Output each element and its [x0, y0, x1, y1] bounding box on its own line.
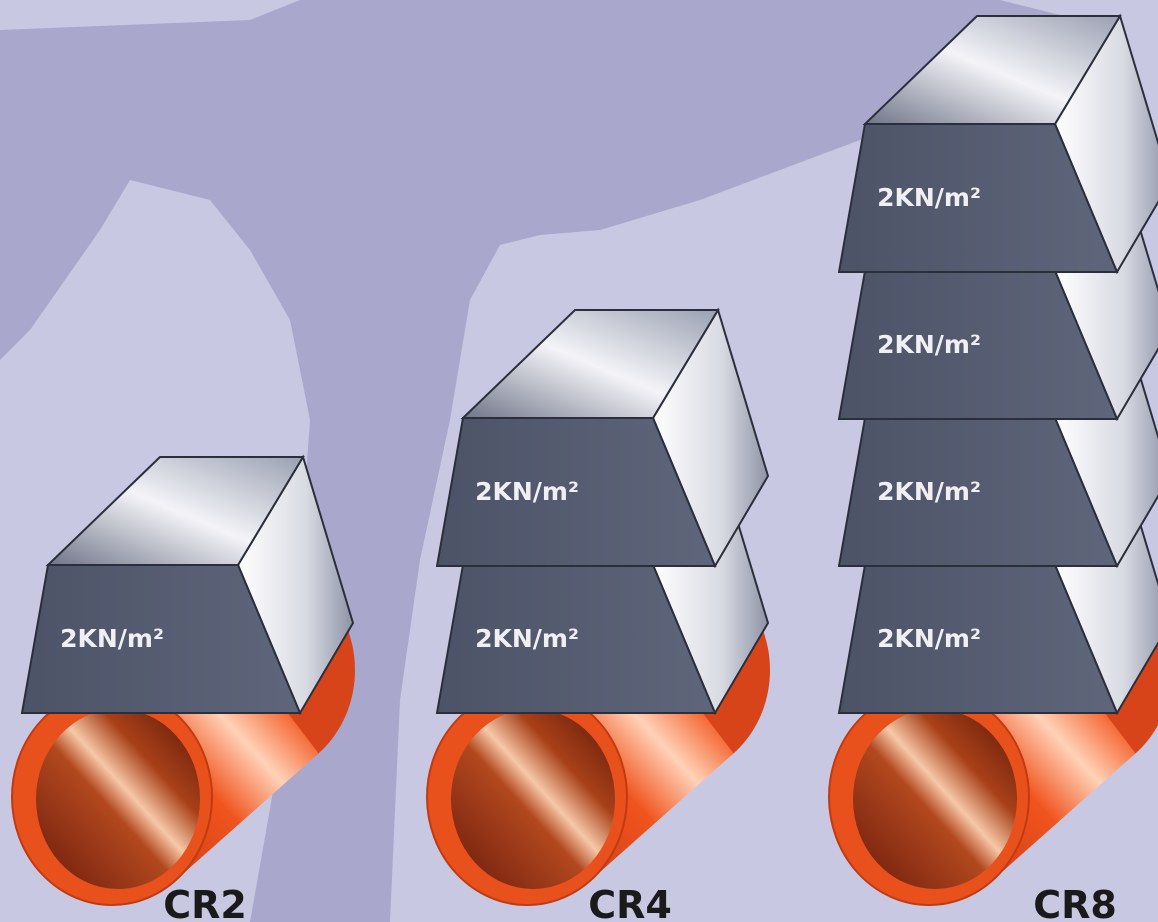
block-label: 2KN/m²	[877, 183, 981, 212]
pipe-inner	[36, 709, 200, 889]
block-label: 2KN/m²	[475, 624, 579, 653]
block-front	[837, 123, 1119, 273]
block-front	[435, 417, 717, 567]
block-label: 2KN/m²	[877, 477, 981, 506]
block-label: 2KN/m²	[60, 624, 164, 653]
drawing: 2KN/m² CR2 2KN/m² 2KN/m² CR4 2KN/m² 2KN/m² 2KN/…	[11, 13, 1158, 922]
silhouette	[0, 0, 1080, 922]
pipe-inner	[853, 709, 1017, 889]
block-label: 2KN/m²	[475, 477, 579, 506]
class-label: CR8	[1033, 883, 1117, 922]
block-label: 2KN/m²	[877, 624, 981, 653]
pipe-inner	[451, 709, 615, 889]
class-label: CR2	[163, 883, 247, 922]
block-front	[20, 564, 302, 714]
block-label: 2KN/m²	[877, 330, 981, 359]
class-label: CR4	[588, 883, 672, 922]
